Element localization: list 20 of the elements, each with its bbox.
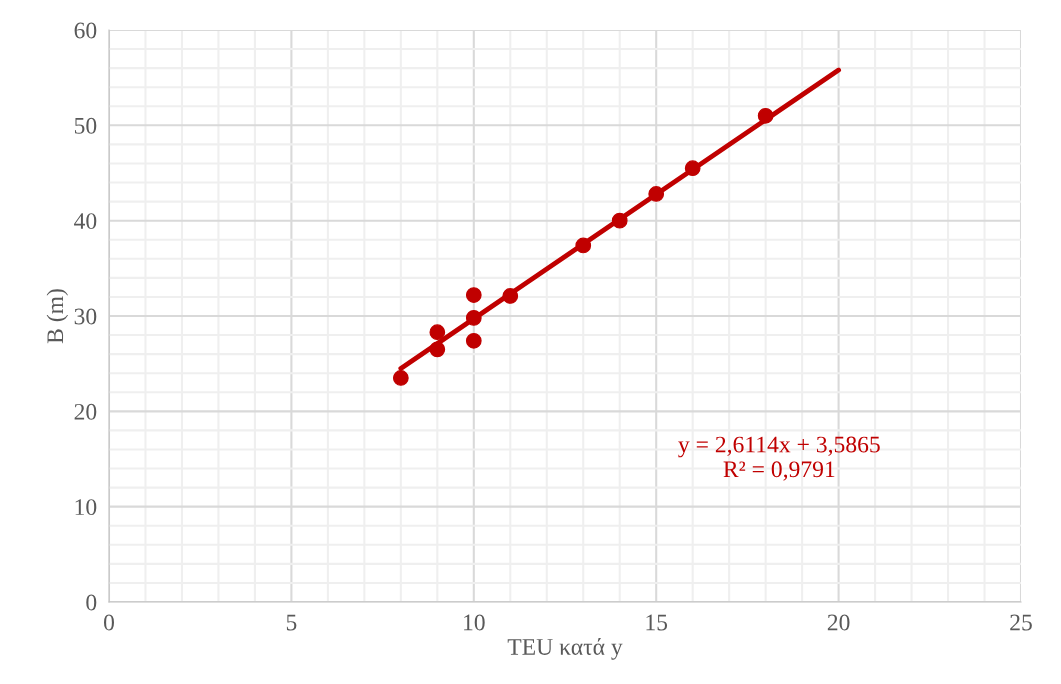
- x-tick-label: 5: [286, 614, 297, 631]
- point: [392, 370, 409, 386]
- y-tick-label: 0: [86, 594, 97, 611]
- x-tick-label: 0: [104, 614, 114, 631]
- y-tick-label: 30: [74, 308, 97, 325]
- x-tick-label: 20: [827, 614, 850, 631]
- point: [429, 324, 446, 341]
- y-axis-title: B (m): [46, 289, 69, 344]
- point: [465, 332, 482, 349]
- x-tick-label: 25: [1010, 614, 1032, 631]
- annotation: y = 2,6114x + 3,5865 R² = 0,9791: [678, 436, 880, 481]
- y-tick-label: 50: [74, 117, 97, 134]
- x-axis-title: TEU κατά y: [507, 638, 623, 660]
- y-tick-label: 20: [74, 403, 97, 420]
- y-tick-label: 60: [74, 22, 97, 39]
- y-tick-label: 40: [74, 213, 97, 230]
- point: [465, 287, 482, 303]
- x-tick-label: 10: [464, 614, 485, 631]
- y-tick-label: 10: [75, 499, 97, 516]
- x-tick-label: 15: [646, 614, 668, 631]
